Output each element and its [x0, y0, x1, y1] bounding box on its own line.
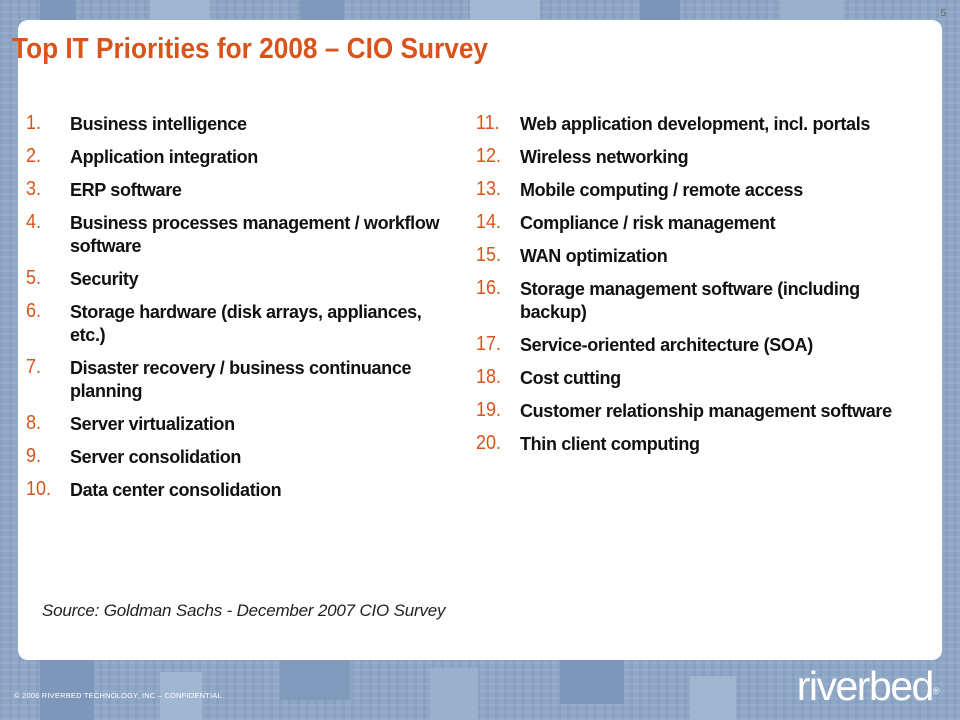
priority-number: 12. [476, 145, 502, 167]
priority-item: 19. Customer relationship management soft… [476, 399, 916, 423]
priority-text: Data center consolidation [70, 480, 282, 500]
priority-number: 8. [26, 412, 42, 434]
priority-item: 14. Compliance / risk management [476, 211, 916, 235]
logo-trademark: ® [932, 686, 940, 696]
slide-title: Top IT Priorities for 2008 – CIO Survey [12, 33, 488, 65]
priority-item: 10. Data center consolidation [26, 478, 446, 502]
priority-item: 4. Business processes management / workfl… [26, 211, 446, 258]
priority-number: 4. [26, 211, 42, 233]
priority-text: Wireless networking [520, 147, 689, 167]
priority-item: 1. Business intelligence [26, 112, 446, 136]
priority-number: 3. [26, 178, 42, 200]
priority-item: 8. Server virtualization [26, 412, 446, 436]
riverbed-logo: riverbed® [796, 663, 940, 709]
priority-number: 1. [26, 112, 42, 134]
priority-item: 13. Mobile computing / remote access [476, 178, 916, 202]
priority-text: Application integration [70, 147, 258, 167]
priority-item: 16. Storage management software (includin… [476, 277, 916, 324]
priority-text: Service-oriented architecture (SOA) [520, 335, 813, 355]
priority-text: Mobile computing / remote access [520, 180, 803, 200]
priority-number: 9. [26, 445, 42, 467]
priority-number: 20. [476, 432, 502, 454]
priority-item: 11. Web application development, incl. po… [476, 112, 916, 136]
priority-number: 2. [26, 145, 42, 167]
logo-text: riverbed [796, 663, 935, 709]
priority-item: 20. Thin client computing [476, 432, 916, 456]
priority-text: Storage hardware (disk arrays, appliance… [70, 302, 422, 345]
priority-text: WAN optimization [520, 246, 668, 266]
priority-number: 11. [476, 112, 500, 134]
priority-text: Server virtualization [70, 414, 235, 434]
priority-number: 18. [476, 366, 502, 388]
priority-number: 17. [476, 333, 502, 355]
priority-number: 15. [476, 244, 502, 266]
priority-text: Business processes management / workflow… [70, 213, 440, 256]
priority-number: 10. [26, 478, 52, 500]
priority-text: Security [70, 269, 139, 289]
priority-text: Business intelligence [70, 114, 247, 134]
priority-item: 9. Server consolidation [26, 445, 446, 469]
priority-item: 3. ERP software [26, 178, 446, 202]
priority-item: 5. Security [26, 267, 446, 291]
priority-number: 14. [476, 211, 502, 233]
priority-list-left: 1. Business intelligence 2. Application int… [26, 112, 446, 511]
priority-number: 16. [476, 277, 502, 299]
priority-item: 6. Storage hardware (disk arrays, applian… [26, 300, 446, 347]
priority-text: Compliance / risk management [520, 213, 776, 233]
priority-number: 13. [476, 178, 502, 200]
priority-item: 18. Cost cutting [476, 366, 916, 390]
priority-text: Web application development, incl. porta… [520, 114, 871, 134]
priority-item: 12. Wireless networking [476, 145, 916, 169]
priority-text: Customer relationship management softwar… [520, 401, 892, 421]
footer-copyright: © 2006 RIVERBED TECHNOLOGY, INC – CONFID… [14, 691, 222, 700]
source-note: Source: Goldman Sachs - December 2007 CI… [42, 601, 446, 620]
priority-number: 19. [476, 399, 502, 421]
priority-number: 7. [26, 356, 42, 378]
priority-text: Storage management software (including b… [520, 279, 860, 322]
priority-item: 7. Disaster recovery / business continuan… [26, 356, 446, 403]
priority-list-right: 11. Web application development, incl. po… [476, 112, 916, 465]
priority-text: Server consolidation [70, 447, 242, 467]
priority-item: 2. Application integration [26, 145, 446, 169]
priority-text: ERP software [70, 180, 182, 200]
priority-item: 17. Service-oriented architecture (SOA) [476, 333, 916, 357]
priority-text: Cost cutting [520, 368, 621, 388]
page-number: 5 [940, 8, 946, 19]
priority-number: 6. [26, 300, 42, 322]
priority-text: Disaster recovery / business continuance… [70, 358, 412, 401]
priority-text: Thin client computing [520, 434, 700, 454]
priority-number: 5. [26, 267, 42, 289]
slide-content [18, 20, 942, 660]
priority-item: 15. WAN optimization [476, 244, 916, 268]
